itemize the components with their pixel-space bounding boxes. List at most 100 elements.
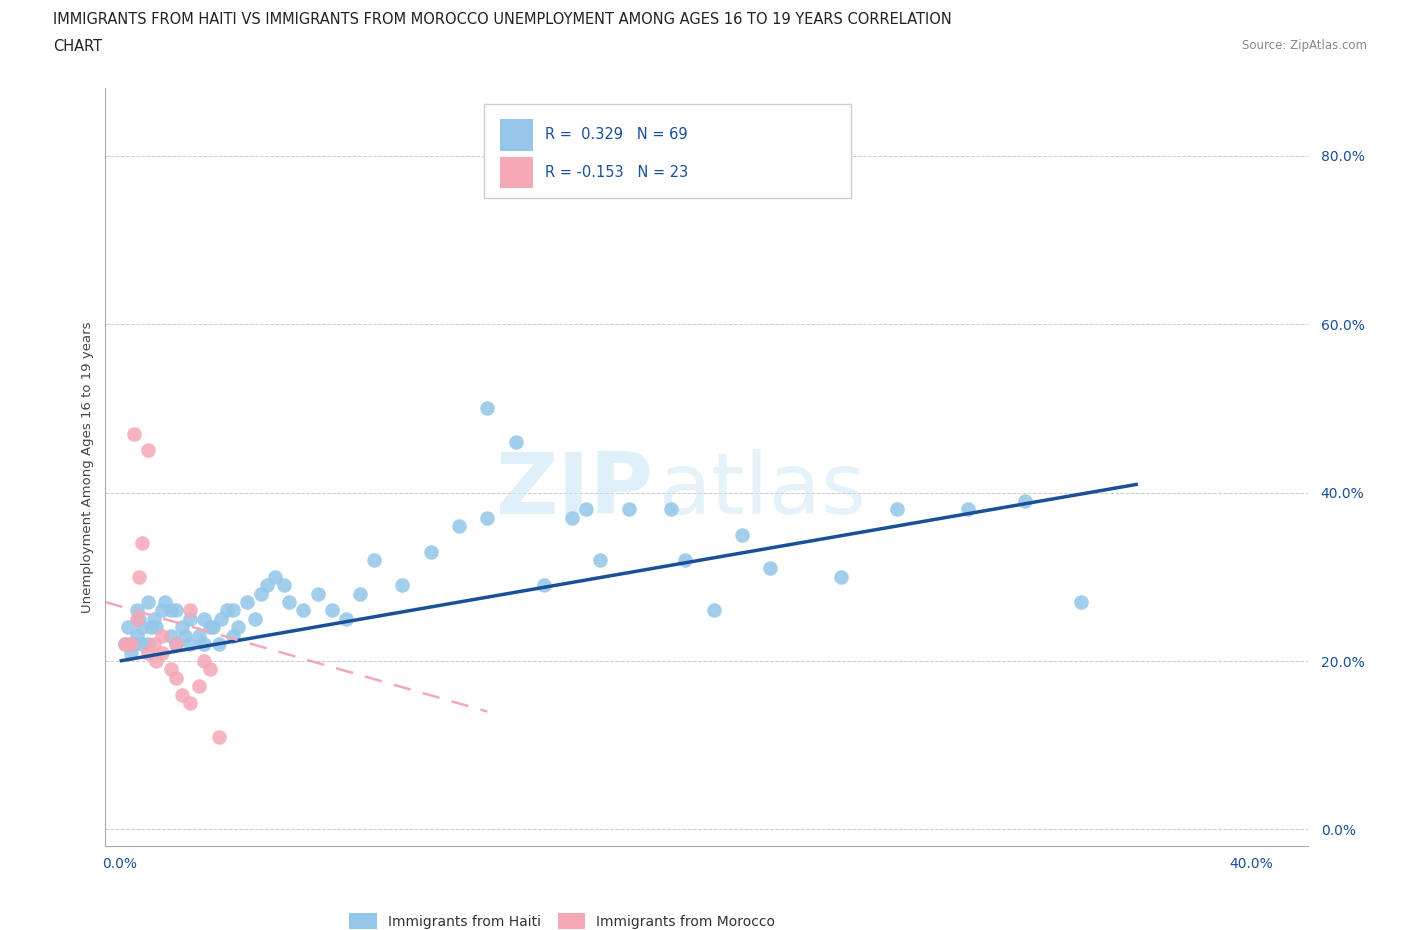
Point [222,603,245,618]
Point [122,637,145,652]
Point [561,511,583,525]
Point [477,401,499,416]
Point [209,612,232,627]
Text: Source: ZipAtlas.com: Source: ZipAtlas.com [1241,39,1367,52]
Point [207,729,229,744]
Point [575,502,598,517]
Point [120,637,142,652]
Point [1014,494,1036,509]
Point [136,443,159,458]
Point [159,629,181,644]
Point [236,594,259,609]
Point [1070,594,1092,609]
Point [617,502,640,517]
Point [159,603,181,618]
Text: R = -0.153   N = 23: R = -0.153 N = 23 [546,165,689,180]
Point [125,603,148,618]
Point [193,637,215,652]
Point [150,645,173,660]
Point [245,612,267,627]
Point [114,637,136,652]
Point [159,662,181,677]
Point [335,612,357,627]
Point [145,620,167,635]
Point [321,603,343,618]
Point [193,654,215,669]
Point [114,637,136,652]
Point [759,561,782,576]
Point [128,569,150,584]
Point [198,662,221,677]
Point [250,586,273,601]
Point [292,603,315,618]
Point [659,502,682,517]
Legend: Immigrants from Haiti, Immigrants from Morocco: Immigrants from Haiti, Immigrants from M… [343,908,782,930]
Point [150,603,173,618]
Point [150,629,173,644]
Point [131,637,153,652]
Point [165,637,187,652]
Point [179,696,201,711]
Point [145,654,167,669]
Point [136,594,159,609]
Point [201,620,224,635]
Point [278,594,301,609]
Point [505,434,527,449]
Point [207,637,229,652]
Point [228,620,250,635]
Text: atlas: atlas [658,448,866,532]
Point [307,586,329,601]
Point [886,502,908,517]
Point [153,594,176,609]
Point [703,603,725,618]
Point [363,552,385,567]
Point [349,586,371,601]
Point [264,569,287,584]
FancyBboxPatch shape [499,119,533,151]
Y-axis label: Unemployment Among Ages 16 to 19 years: Unemployment Among Ages 16 to 19 years [82,322,94,613]
Point [179,603,201,618]
Point [419,544,441,559]
Point [222,629,245,644]
Point [731,527,754,542]
Point [673,552,696,567]
Point [125,612,148,627]
Point [193,612,215,627]
Point [256,578,278,592]
Point [165,671,187,685]
Point [142,612,165,627]
Point [165,603,187,618]
Point [131,536,153,551]
Point [447,519,470,534]
Point [117,620,139,635]
Point [142,637,165,652]
Point [122,426,145,441]
Text: ZIP: ZIP [495,448,652,532]
Point [830,569,852,584]
Point [477,511,499,525]
Text: CHART: CHART [53,39,103,54]
Point [136,645,159,660]
Point [179,637,201,652]
Point [139,620,162,635]
Point [170,687,193,702]
Point [187,629,209,644]
Point [589,552,612,567]
Text: R =  0.329   N = 69: R = 0.329 N = 69 [546,127,688,142]
Point [125,629,148,644]
Point [273,578,295,592]
Point [391,578,413,592]
Point [198,620,221,635]
Point [165,637,187,652]
Point [128,612,150,627]
Point [136,637,159,652]
Point [957,502,980,517]
Point [170,620,193,635]
FancyBboxPatch shape [484,103,851,198]
Text: IMMIGRANTS FROM HAITI VS IMMIGRANTS FROM MOROCCO UNEMPLOYMENT AMONG AGES 16 TO 1: IMMIGRANTS FROM HAITI VS IMMIGRANTS FROM… [53,12,952,27]
FancyBboxPatch shape [499,156,533,189]
Point [187,679,209,694]
Point [179,612,201,627]
Point [131,620,153,635]
Point [117,637,139,652]
